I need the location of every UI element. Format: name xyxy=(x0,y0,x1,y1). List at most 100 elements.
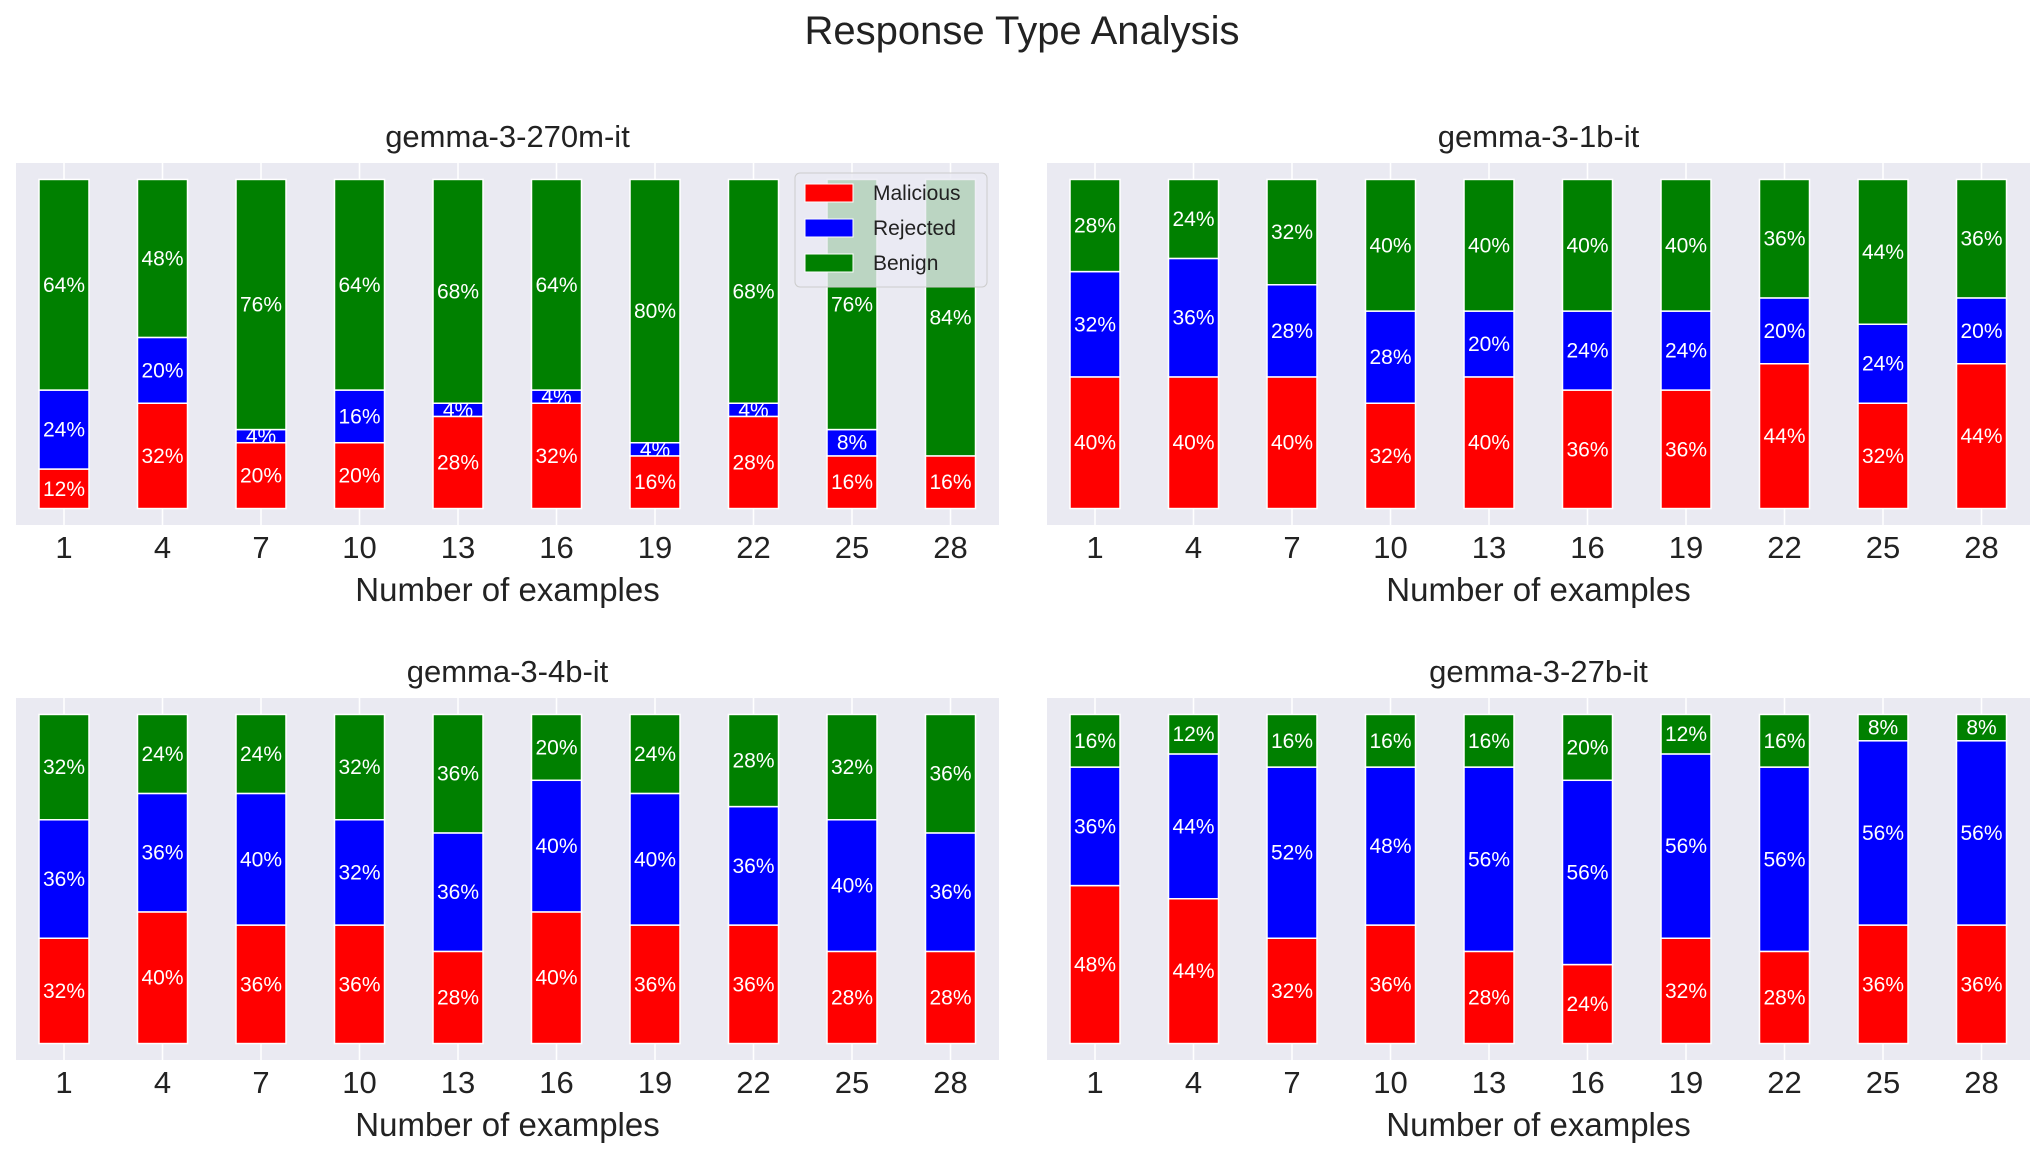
bar-malicious xyxy=(1364,402,1417,510)
subplot-title: gemma-3-1b-it xyxy=(1438,119,1640,154)
x-tick-label: 13 xyxy=(1472,530,1506,565)
data-label: 32% xyxy=(1862,445,1904,468)
data-label: 28% xyxy=(1763,986,1805,1009)
data-label: 24% xyxy=(634,743,676,766)
data-label: 8% xyxy=(1966,717,1996,740)
x-tick-label: 4 xyxy=(1185,1065,1202,1100)
x-tick-label: 10 xyxy=(342,530,376,565)
x-tick-label: 7 xyxy=(1283,530,1300,565)
data-label: 20% xyxy=(338,465,380,488)
x-tick-label: 16 xyxy=(539,530,573,565)
data-label: 36% xyxy=(437,763,479,786)
legend-label: Rejected xyxy=(873,217,956,240)
data-label: 4% xyxy=(640,438,670,461)
bar-rejected xyxy=(432,832,484,953)
data-label: 16% xyxy=(1074,730,1116,753)
data-label: 56% xyxy=(1468,848,1510,871)
bar-malicious xyxy=(1463,376,1515,510)
x-tick-label: 19 xyxy=(638,1065,672,1100)
bar-benign xyxy=(629,178,681,444)
legend-swatch-malicious xyxy=(804,183,854,203)
bar-malicious xyxy=(727,924,780,1045)
data-label: 28% xyxy=(437,451,479,474)
bar-benign xyxy=(136,178,189,339)
bar-malicious xyxy=(333,924,386,1045)
bar-rejected xyxy=(235,792,287,926)
legend-swatch-benign xyxy=(804,253,854,273)
bar-benign xyxy=(1463,178,1515,312)
bar-malicious xyxy=(1069,376,1121,510)
data-label: 40% xyxy=(1271,432,1313,455)
data-label: 28% xyxy=(1074,215,1116,238)
data-label: 40% xyxy=(535,967,577,990)
data-label: 12% xyxy=(43,478,85,501)
data-label: 32% xyxy=(141,445,183,468)
data-label: 32% xyxy=(43,980,85,1003)
x-axis-label: Number of examples xyxy=(355,1106,659,1143)
bar-benign xyxy=(38,713,90,821)
bar-benign xyxy=(1660,713,1712,755)
subplot-1: 40% 32% 28% 1 40% 36% 24% 4 40% 28% 32% 7 32% 28% 40% 1… xyxy=(1047,119,2030,608)
bar-malicious xyxy=(136,911,189,1045)
x-tick-label: 1 xyxy=(1086,1065,1103,1100)
data-label: 56% xyxy=(1862,822,1904,845)
data-label: 40% xyxy=(1369,234,1411,257)
x-tick-label: 1 xyxy=(1086,530,1103,565)
bar-rejected xyxy=(1364,766,1417,926)
data-label: 20% xyxy=(1468,333,1510,356)
bar-malicious xyxy=(629,455,681,510)
x-tick-label: 13 xyxy=(441,1065,475,1100)
bar-malicious xyxy=(1660,937,1712,1045)
data-label: 80% xyxy=(634,300,676,323)
bar-rejected xyxy=(1364,310,1417,404)
data-label: 40% xyxy=(535,835,577,858)
data-label: 36% xyxy=(1172,307,1214,330)
figure-title: Response Type Analysis xyxy=(804,9,1239,53)
data-label: 40% xyxy=(634,848,676,871)
data-label: 16% xyxy=(1369,730,1411,753)
bar-rejected xyxy=(136,792,189,913)
data-label: 36% xyxy=(1960,228,2002,251)
subplot-title: gemma-3-4b-it xyxy=(407,654,609,689)
x-tick-label: 10 xyxy=(1373,530,1407,565)
data-label: 40% xyxy=(1468,234,1510,257)
bar-rejected xyxy=(924,832,977,953)
bar-benign xyxy=(1167,713,1220,755)
data-label: 64% xyxy=(535,274,577,297)
data-label: 36% xyxy=(1566,438,1608,461)
bar-benign xyxy=(333,713,386,821)
x-tick-label: 19 xyxy=(1669,1065,1703,1100)
x-tick-label: 25 xyxy=(1866,530,1900,565)
data-label: 16% xyxy=(1271,730,1313,753)
data-label: 40% xyxy=(141,967,183,990)
bar-benign xyxy=(1857,178,1909,326)
data-label: 36% xyxy=(240,973,282,996)
data-label: 24% xyxy=(141,743,183,766)
data-label: 36% xyxy=(437,881,479,904)
bar-malicious xyxy=(1167,897,1220,1045)
data-label: 28% xyxy=(1468,986,1510,1009)
bar-malicious xyxy=(38,937,90,1045)
bar-benign xyxy=(727,178,780,404)
bar-benign xyxy=(1955,178,2008,299)
data-label: 32% xyxy=(535,445,577,468)
x-tick-label: 28 xyxy=(933,530,967,565)
data-label: 4% xyxy=(246,425,276,448)
data-label: 36% xyxy=(141,842,183,865)
data-label: 76% xyxy=(240,294,282,317)
data-label: 32% xyxy=(1665,980,1707,1003)
bar-benign xyxy=(1857,713,1909,742)
bar-benign xyxy=(530,178,583,391)
bar-rejected xyxy=(38,389,90,470)
x-tick-label: 25 xyxy=(835,1065,869,1100)
bar-rejected xyxy=(1167,753,1220,900)
data-label: 20% xyxy=(1566,736,1608,759)
bar-rejected xyxy=(1463,766,1515,953)
bar-malicious xyxy=(1266,376,1318,510)
subplot-3: 48% 36% 16% 1 44% 44% 12% 4 32% 52% 16% 7 36% 48% 16% 1… xyxy=(1047,654,2030,1143)
data-label: 24% xyxy=(1862,353,1904,376)
x-tick-label: 1 xyxy=(55,530,72,565)
data-label: 16% xyxy=(831,471,873,494)
x-tick-label: 7 xyxy=(1283,1065,1300,1100)
x-tick-label: 1 xyxy=(55,1065,72,1100)
